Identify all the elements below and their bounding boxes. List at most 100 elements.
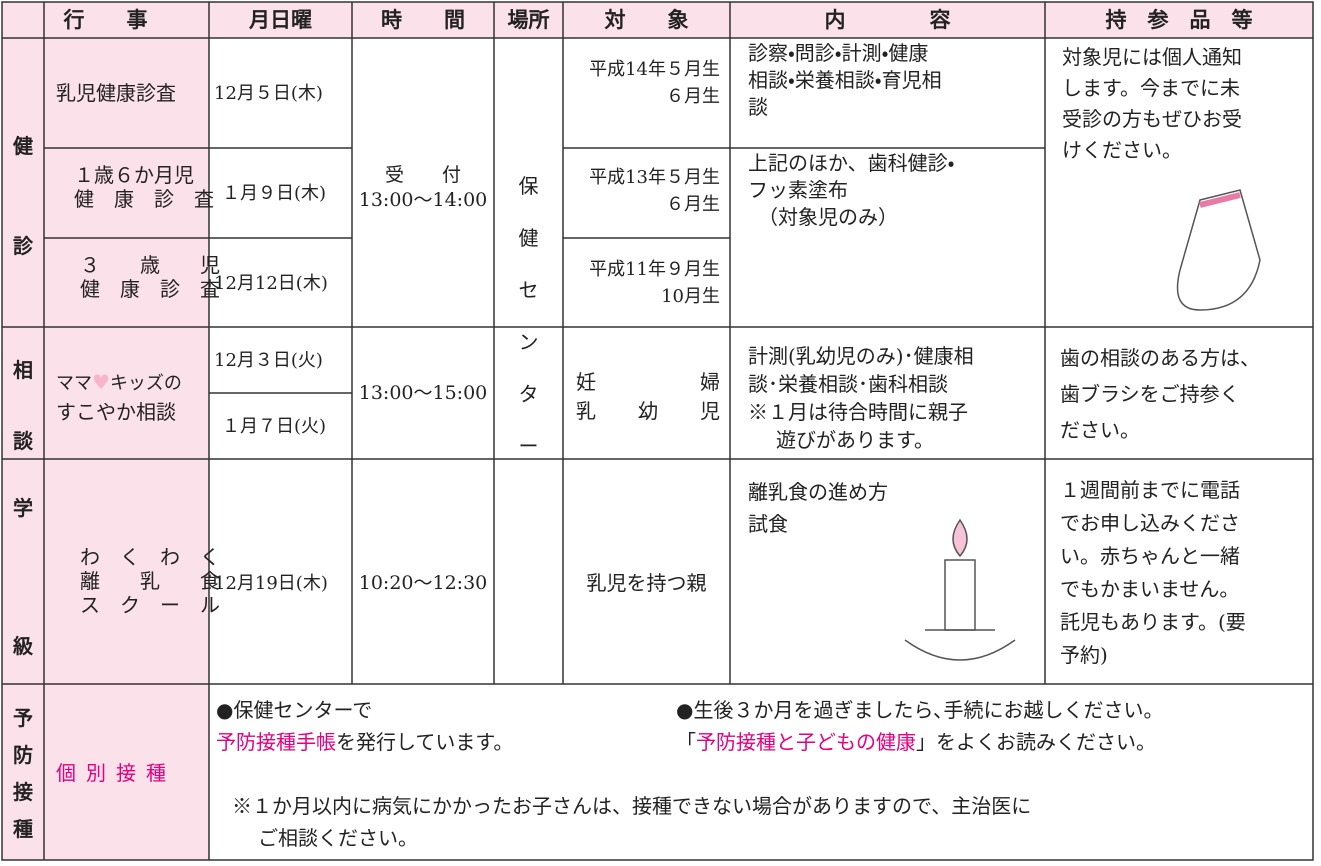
- content-line: 診察・問診・計測・健康: [748, 41, 929, 65]
- event-line: 離 乳 食: [80, 569, 220, 593]
- place-char: タ: [518, 382, 539, 406]
- content: 診察・問診・計測・健康 相談・栄養相談・育児相談: [748, 40, 942, 121]
- items-line: 歯の相談のある方は、: [1060, 346, 1260, 370]
- group-label: 相: [13, 358, 33, 382]
- content-line: 試食: [748, 512, 788, 536]
- items-line: ださい。: [1060, 418, 1140, 442]
- time: 13:00～15:00: [358, 382, 488, 404]
- group-label: 診: [13, 234, 33, 258]
- date: １月９日(木): [222, 183, 327, 204]
- items-line: 受診の方もぜひお受: [1062, 107, 1242, 131]
- content-line: 遊びがあります。: [776, 428, 934, 452]
- content-line: フッ素塗布: [748, 178, 848, 202]
- text-part: 」をよくお読みください。: [916, 730, 1156, 754]
- label-char: 防: [13, 743, 33, 767]
- text-line: ●保健センターで: [216, 698, 373, 722]
- header-cell: 時 間: [381, 8, 465, 32]
- items-line: します。今までに未: [1062, 76, 1240, 100]
- items-line: でお申し込みくださ: [1060, 511, 1240, 535]
- event-line: １歳６か月児: [74, 163, 194, 187]
- content-line: （対象児のみ）: [758, 205, 898, 229]
- place-char: セ: [518, 278, 539, 302]
- label-char: 予: [13, 706, 33, 730]
- content: 離乳食の進め方 試食: [748, 476, 888, 540]
- content-line: 談: [748, 95, 768, 119]
- place-char: 健: [518, 226, 539, 250]
- text-line: ●生後３か月を過ぎましたら､手続にお越しください。: [676, 698, 1164, 722]
- time: 10:20～12:30: [358, 572, 488, 594]
- place-char: ン: [518, 330, 539, 354]
- event-line: ママ♥キッズの: [56, 368, 182, 398]
- target-line: 妊 婦: [576, 370, 720, 394]
- text-line: ご相談ください。: [258, 826, 418, 850]
- items: 歯の相談のある方は、 歯ブラシをご持参く ださい。: [1060, 340, 1260, 448]
- event-part: ママ: [56, 373, 92, 394]
- event-part: キッズの: [109, 373, 182, 394]
- date: 12月19日(木): [214, 573, 328, 594]
- vaccine-right: ●生後３か月を過ぎましたら､手続にお越しください。「予防接種と子どもの健康」をよ…: [676, 694, 1163, 758]
- highlight: 予防接種手帳: [216, 730, 336, 754]
- time-line: 13:00～14:00: [358, 189, 488, 211]
- candle-illustration: [904, 518, 1016, 661]
- date: 12月３日(火): [214, 350, 323, 371]
- place-char: 保: [518, 174, 539, 198]
- time: 受 付 13:00～14:00: [352, 163, 494, 213]
- items-line: 歯ブラシをご持参く: [1060, 382, 1240, 406]
- target: 平成11年９月生 10月生: [563, 256, 720, 310]
- event: わ く わ く離 乳 食ス ク ー ル: [80, 545, 220, 617]
- content-line: 上記のほか、歯科健診・: [748, 151, 955, 175]
- event: 個別接種: [56, 761, 176, 785]
- group-label: 級: [13, 634, 33, 658]
- header-cell: 場所: [507, 8, 550, 32]
- text-line: 予防接種手帳を発行しています。: [216, 726, 513, 758]
- header-cell: 内 容: [824, 8, 951, 32]
- items-line: い。赤ちゃんと一緒: [1060, 544, 1240, 568]
- target-line: 平成11年９月生: [589, 259, 720, 280]
- event-line: 健 康 診 査: [80, 277, 220, 301]
- target-line: 10月生: [661, 286, 720, 307]
- target-line: ６月生: [666, 86, 720, 107]
- content: 計測(乳幼児のみ)･健康相 談･栄養相談･歯科相談 ※１月は待合時間に親子 遊びがあり…: [748, 342, 974, 454]
- event: １歳６か月児健 康 診 査: [74, 163, 214, 211]
- vaccine-left: ●保健センターで予防接種手帳を発行しています。: [216, 694, 513, 758]
- event-line: ３ 歳 児: [80, 253, 220, 277]
- target-line: 平成14年５月生: [589, 59, 720, 80]
- items-line: 託児もあります。(要: [1060, 610, 1246, 634]
- date: 12月12日(木): [214, 273, 328, 294]
- text-part: 「: [676, 730, 696, 754]
- place-char: ー: [518, 434, 539, 458]
- content-line: 計測(乳幼児のみ)･健康相: [748, 344, 974, 368]
- header-cell: 対 象: [604, 8, 689, 32]
- target: 妊 婦乳 幼 児: [576, 368, 720, 426]
- vaccine-note: ※１か月以内に病気にかかったお子さんは、接種できない場合がありますので、主治医に…: [232, 790, 1031, 854]
- content-line: 談･栄養相談･歯科相談: [748, 372, 948, 396]
- items: 対象児には個人通知 します。今までに未 受診の方もぜひお受 けください。: [1062, 42, 1242, 166]
- items-line: 対象児には個人通知: [1062, 45, 1242, 69]
- time-line: 受 付: [384, 164, 461, 186]
- target: 平成13年５月生 ６月生: [563, 164, 720, 218]
- items-line: でもかまいません。: [1060, 577, 1240, 601]
- content-line: 離乳食の進め方: [748, 480, 888, 504]
- heart: ♥: [92, 370, 110, 394]
- place-cell: 保健センター: [494, 160, 563, 472]
- text-line: 「予防接種と子どもの健康」をよくお読みください。: [676, 726, 1163, 758]
- event-line: わ く わ く: [80, 545, 220, 569]
- target-line: 乳 幼 児: [576, 399, 720, 423]
- target: 乳児を持つ親: [586, 571, 707, 595]
- items-line: 予約): [1060, 643, 1108, 667]
- event: 乳児健康診査: [56, 81, 176, 105]
- header-cell: 月日曜: [249, 8, 312, 32]
- target-line: ６月生: [666, 194, 720, 215]
- event-line: すこやか相談: [56, 400, 176, 424]
- boot-illustration: [1176, 189, 1261, 311]
- target: 平成14年５月生 ６月生: [563, 56, 720, 110]
- content-line: ※１月は待合時間に親子: [748, 400, 968, 424]
- items: １週間前までに電話 でお申し込みくださ い。赤ちゃんと一緒 でもかまいません。 託児もあ…: [1060, 474, 1246, 672]
- event: ３ 歳 児健 康 診 査: [80, 253, 220, 301]
- header-cell: 行 事: [63, 8, 148, 32]
- header-cell: 持 参 品 等: [1105, 8, 1253, 32]
- content: 上記のほか、歯科健診・ フッ素塗布 （対象児のみ）: [748, 150, 954, 231]
- event: ママ♥キッズの すこやか相談: [56, 368, 182, 427]
- content-line: 相談・栄養相談・育児相: [748, 68, 942, 92]
- text-line: ※１か月以内に病気にかかったお子さんは、接種できない場合がありますので、主治医に: [232, 794, 1032, 818]
